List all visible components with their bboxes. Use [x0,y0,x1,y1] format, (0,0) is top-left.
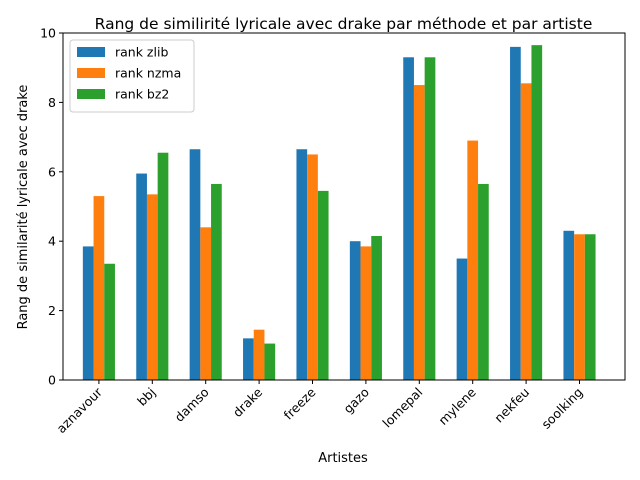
y-tick-label: 4 [48,234,56,249]
y-tick-label: 8 [48,95,56,110]
bar-rank-zlib-lomepal [403,57,414,380]
x-tick-label-gazo: gazo [340,385,372,417]
bar-rank-bz2-aznavour [104,263,115,380]
bar-rank-zlib-mylene [456,258,468,380]
bar-rank-nzma-gazo [360,246,372,380]
y-tick-label: 6 [48,164,56,179]
y-tick-label: 0 [48,373,56,388]
bar-rank-nzma-lomepal [413,85,425,381]
y-axis-label: Rang de similarité lyricale avec drake [16,85,31,330]
legend-swatch-rank-zlib [77,47,105,57]
bar-rank-nzma-mylene [467,140,479,380]
bar-rank-nzma-bbj [146,194,158,380]
bar-rank-zlib-bbj [136,173,147,380]
x-tick-label-aznavour: aznavour [53,384,105,436]
legend-swatch-rank-bz2 [77,89,105,99]
bar-rank-bz2-damso [211,183,222,380]
x-tick-label-damso: damso [172,385,212,425]
plot-frame [62,32,626,381]
chart-title: Rang de similirité lyricale avec drake p… [95,15,593,33]
x-axis-label: Artistes [318,451,368,466]
x-tick-label-lomepal: lomepal [379,385,425,431]
bar-rank-nzma-drake [253,329,265,380]
bar-rank-bz2-mylene [478,183,489,380]
bar-rank-zlib-aznavour [82,246,94,380]
bar-rank-nzma-freeze [307,154,318,380]
legend-label-rank-nzma: rank nzma [115,66,181,81]
bar-rank-nzma-soolking [574,234,585,380]
bar-rank-zlib-gazo [349,241,361,380]
bar-rank-bz2-soolking [584,234,596,380]
bar-rank-zlib-freeze [296,149,308,380]
legend-swatch-rank-nzma [77,68,105,78]
bar-rank-nzma-aznavour [93,196,105,380]
bars-layer [82,45,596,381]
bar-rank-zlib-soolking [563,230,575,380]
bar-rank-nzma-damso [200,227,212,380]
y-tick-label: 2 [48,303,56,318]
bar-rank-zlib-damso [189,149,201,380]
bar-rank-zlib-nekfeu [510,46,521,380]
y-axis: 0 2 4 6 8 10 [40,26,63,388]
legend: rank zlib rank nzma rank bz2 [69,39,195,113]
bar-rank-zlib-drake [243,338,254,380]
bar-rank-bz2-bbj [157,152,169,380]
bar-rank-bz2-freeze [317,190,329,380]
bar-rank-bz2-gazo [371,235,382,380]
x-axis: aznavour bbj damso drake freeze gazo lomepal my… [53,380,586,436]
bar-rank-bz2-drake [264,343,276,380]
bar-rank-bz2-nekfeu [531,45,543,381]
legend-label-rank-zlib: rank zlib [115,45,168,60]
y-tick-label: 10 [40,26,56,41]
x-tick-label-nekfeu: nekfeu [491,385,532,426]
x-tick-label-freeze: freeze [281,384,319,422]
bar-rank-bz2-lomepal [424,57,436,380]
x-tick-label-mylene: mylene [435,384,479,428]
legend-label-rank-bz2: rank bz2 [115,87,169,102]
bar-rank-nzma-nekfeu [520,83,532,380]
x-tick-label-drake: drake [230,384,266,420]
x-tick-label-bbj: bbj [134,385,158,409]
x-tick-label-soolking: soolking [538,385,585,432]
